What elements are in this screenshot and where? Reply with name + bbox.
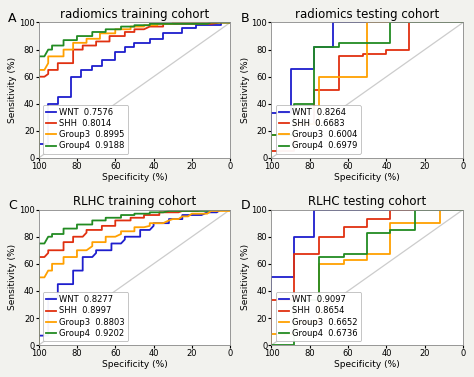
X-axis label: Specificity (%): Specificity (%) — [101, 173, 167, 182]
Text: C: C — [8, 199, 17, 212]
Y-axis label: Sensitivity (%): Sensitivity (%) — [9, 57, 18, 123]
Y-axis label: Sensitivity (%): Sensitivity (%) — [9, 244, 18, 310]
Legend: WNT  0.7576, SHH  0.8014, Group3  0.8995, Group4  0.9188: WNT 0.7576, SHH 0.8014, Group3 0.8995, G… — [43, 105, 128, 154]
X-axis label: Specificity (%): Specificity (%) — [334, 360, 400, 369]
Title: radiomics training cohort: radiomics training cohort — [60, 8, 209, 21]
Title: radiomics testing cohort: radiomics testing cohort — [295, 8, 439, 21]
X-axis label: Specificity (%): Specificity (%) — [334, 173, 400, 182]
Text: B: B — [241, 12, 249, 25]
Title: RLHC training cohort: RLHC training cohort — [73, 195, 196, 208]
Legend: WNT  0.8277, SHH  0.8997, Group3  0.8803, Group4  0.9202: WNT 0.8277, SHH 0.8997, Group3 0.8803, G… — [43, 292, 128, 341]
Legend: WNT  0.9097, SHH  0.8654, Group3  0.6652, Group4  0.6736: WNT 0.9097, SHH 0.8654, Group3 0.6652, G… — [276, 292, 361, 341]
Legend: WNT  0.8264, SHH  0.6683, Group3  0.6004, Group4  0.6979: WNT 0.8264, SHH 0.6683, Group3 0.6004, G… — [276, 105, 361, 154]
Title: RLHC testing cohort: RLHC testing cohort — [308, 195, 427, 208]
Y-axis label: Sensitivity (%): Sensitivity (%) — [241, 244, 250, 310]
Y-axis label: Sensitivity (%): Sensitivity (%) — [241, 57, 250, 123]
Text: A: A — [8, 12, 17, 25]
X-axis label: Specificity (%): Specificity (%) — [101, 360, 167, 369]
Text: D: D — [241, 199, 250, 212]
